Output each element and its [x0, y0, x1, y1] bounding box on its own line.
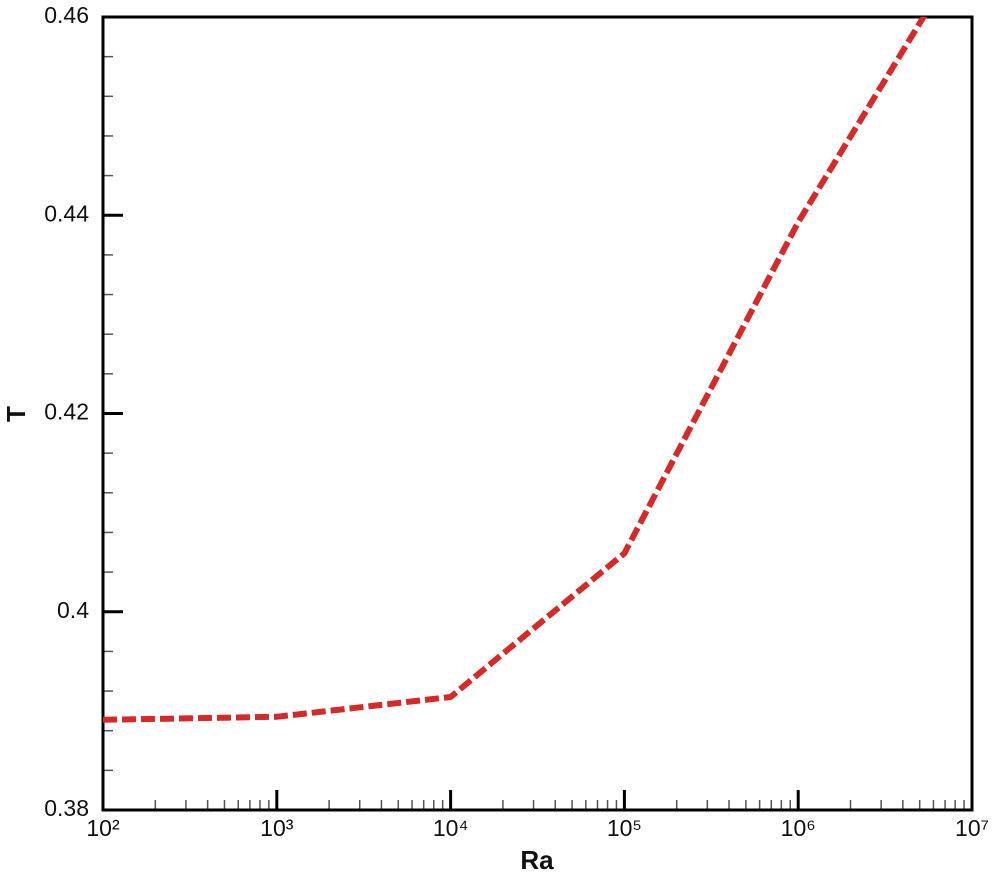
y-axis-title: T: [1, 406, 31, 422]
x-tick-label: 10²: [86, 815, 120, 841]
data-line: [103, 17, 928, 723]
x-tick-label: 10³: [260, 815, 294, 841]
y-tick-label: 0.42: [44, 399, 89, 425]
y-tick-label: 0.44: [44, 200, 89, 226]
x-tick-label: 10⁵: [607, 815, 642, 841]
y-tick-label: 0.38: [44, 795, 89, 821]
y-tick-label: 0.46: [44, 2, 89, 28]
x-axis-title: Ra: [520, 845, 554, 875]
y-tick-label: 0.4: [57, 597, 89, 623]
x-tick-label: 10⁴: [433, 815, 468, 841]
x-tick-label: 10⁶: [781, 815, 816, 841]
x-tick-label: 10⁷: [955, 815, 989, 841]
plot-frame: [101, 15, 974, 812]
plot-area: [103, 17, 928, 723]
